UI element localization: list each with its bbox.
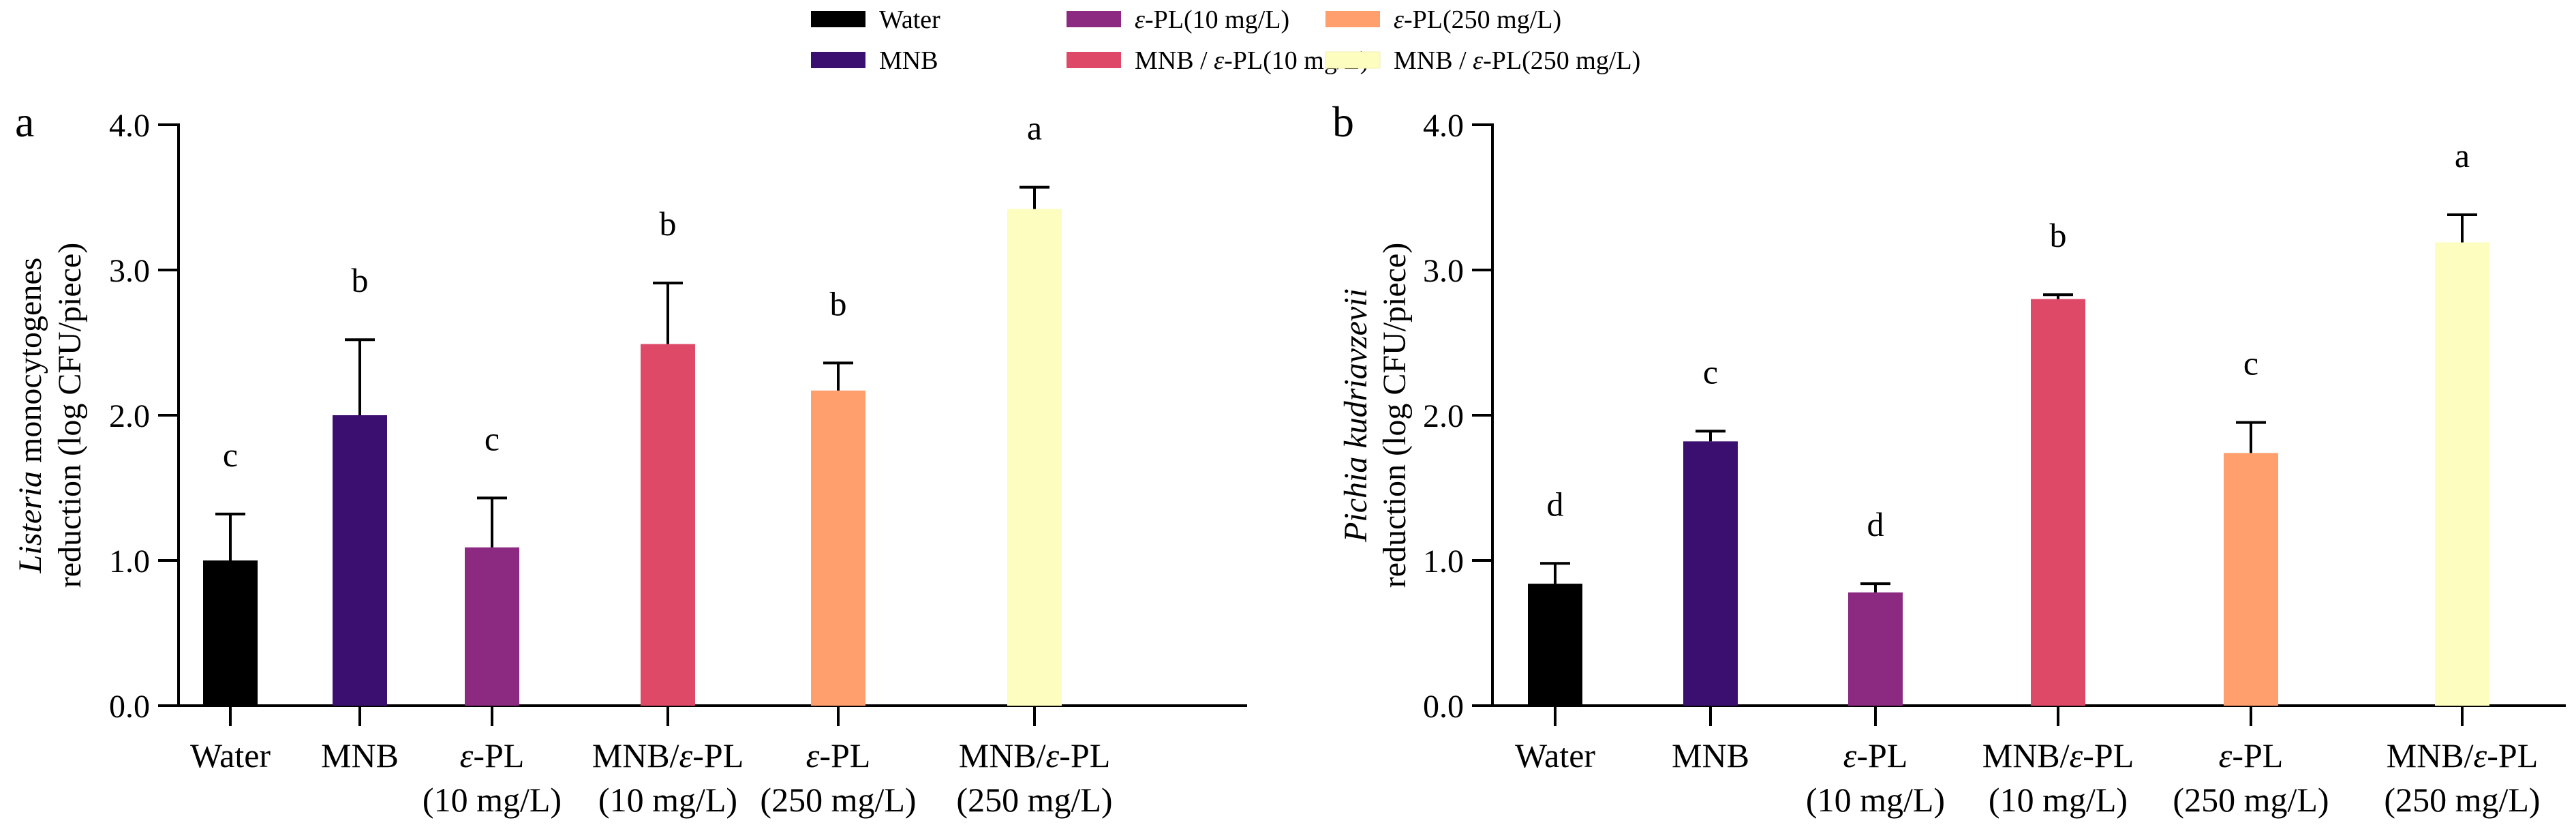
x-tick-label-line2: (10 mg/L) bbox=[423, 781, 562, 819]
y-axis-label-line2: reduction (log CFU/piece) bbox=[52, 243, 88, 588]
x-tick-label-line2: (10 mg/L) bbox=[598, 781, 737, 819]
x-tick-label-line2: (250 mg/L) bbox=[2173, 781, 2329, 819]
bar bbox=[203, 560, 258, 706]
x-tick-label: ε-PL bbox=[460, 736, 525, 775]
x-tick-label-line2: (250 mg/L) bbox=[760, 781, 916, 819]
y-axis-label-line1: Listeria monocytogenes bbox=[12, 258, 48, 574]
bar bbox=[1683, 441, 1738, 706]
legend-swatch bbox=[1325, 51, 1381, 69]
x-tick-label: Water bbox=[190, 736, 271, 775]
significance-label: c bbox=[485, 419, 500, 457]
significance-label: c bbox=[2243, 344, 2258, 382]
x-tick-label: MNB/ε-PL bbox=[2387, 736, 2539, 775]
chart-panel-b: b Pichia kudriavzevii reduction (log CFU/p… bbox=[1332, 97, 2566, 819]
bar bbox=[2435, 242, 2489, 706]
x-tick-label-line2: (250 mg/L) bbox=[956, 781, 1112, 819]
x-tick-label: MNB/ε-PL bbox=[959, 736, 1111, 775]
legend-label: ε-PL(250 mg/L) bbox=[1394, 5, 1561, 34]
bar bbox=[811, 390, 865, 706]
x-tick-label-line2: (10 mg/L) bbox=[1989, 781, 2128, 819]
significance-label: b bbox=[2050, 216, 2067, 254]
panel-label: a bbox=[15, 97, 34, 146]
y-tick-label: 2.0 bbox=[109, 398, 150, 434]
significance-label: c bbox=[223, 436, 238, 474]
y-tick-label: 1.0 bbox=[1423, 543, 1464, 580]
legend-label: MNB bbox=[879, 46, 938, 75]
significance-label: b bbox=[830, 284, 847, 322]
legend-swatch bbox=[1067, 52, 1121, 68]
y-tick-label: 0.0 bbox=[1423, 689, 1464, 725]
y-tick-label: 2.0 bbox=[1423, 398, 1464, 434]
significance-label: d bbox=[1547, 485, 1564, 523]
bar bbox=[1848, 592, 1903, 706]
bar bbox=[1007, 209, 1062, 706]
significance-label: c bbox=[1703, 352, 1718, 391]
x-tick-label: MNB/ε-PL bbox=[1982, 736, 2134, 775]
legend-item: Water bbox=[811, 5, 940, 34]
y-tick-label: 3.0 bbox=[109, 253, 150, 289]
legend-swatch bbox=[811, 52, 865, 68]
y-tick-label: 3.0 bbox=[1423, 253, 1464, 289]
legend-label: MNB / ε-PL(10 mg/L) bbox=[1135, 46, 1368, 75]
bar bbox=[465, 547, 519, 706]
bar bbox=[333, 415, 387, 706]
x-tick-label-line2: (10 mg/L) bbox=[1806, 781, 1945, 819]
legend-item: ε-PL(10 mg/L) bbox=[1067, 5, 1289, 34]
legend-item: MNB / ε-PL(10 mg/L) bbox=[1067, 46, 1368, 75]
panel-label: b bbox=[1332, 97, 1354, 146]
legend-item: MNB bbox=[811, 46, 938, 75]
legend-item: ε-PL(250 mg/L) bbox=[1325, 5, 1561, 34]
bar bbox=[2224, 453, 2278, 706]
legend-label: MNB / ε-PL(250 mg/L) bbox=[1394, 46, 1640, 75]
y-tick-label: 4.0 bbox=[1423, 108, 1464, 144]
x-tick-label: MNB/ε-PL bbox=[592, 736, 744, 775]
significance-label: a bbox=[2455, 136, 2470, 175]
legend-label: ε-PL(10 mg/L) bbox=[1135, 5, 1289, 34]
legend-swatch bbox=[1325, 11, 1380, 27]
x-tick-label-line2: (250 mg/L) bbox=[2384, 781, 2540, 819]
x-tick-label: ε-PL bbox=[2219, 736, 2284, 775]
bar bbox=[641, 344, 695, 706]
significance-label: b bbox=[352, 261, 369, 299]
x-tick-label: MNB bbox=[1672, 736, 1749, 775]
significance-label: b bbox=[660, 205, 677, 243]
x-tick-label: Water bbox=[1515, 736, 1595, 775]
significance-label: d bbox=[1867, 505, 1884, 543]
y-tick-label: 1.0 bbox=[109, 543, 150, 580]
x-tick-label: ε-PL bbox=[1843, 736, 1908, 775]
bar bbox=[1528, 584, 1582, 706]
y-tick-label: 0.0 bbox=[109, 689, 150, 725]
legend: Water MNB ε-PL(10 mg/L) MNB / ε-PL(10 mg/L)… bbox=[811, 5, 1640, 75]
significance-label: a bbox=[1027, 109, 1042, 147]
x-tick-label: MNB bbox=[321, 736, 399, 775]
bar bbox=[2031, 299, 2085, 706]
chart-panel-a: a Listeria monocytogenes reduction (log CF… bbox=[12, 97, 1247, 819]
legend-label: Water bbox=[879, 5, 940, 34]
legend-item: MNB / ε-PL(250 mg/L) bbox=[1325, 46, 1640, 75]
x-tick-label: ε-PL bbox=[806, 736, 871, 775]
legend-swatch bbox=[1067, 11, 1121, 27]
y-tick-label: 4.0 bbox=[109, 108, 150, 144]
legend-swatch bbox=[811, 11, 865, 27]
y-axis-label-line2: reduction (log CFU/piece) bbox=[1377, 243, 1413, 588]
y-axis-label-line1: Pichia kudriavzevii bbox=[1338, 288, 1374, 543]
